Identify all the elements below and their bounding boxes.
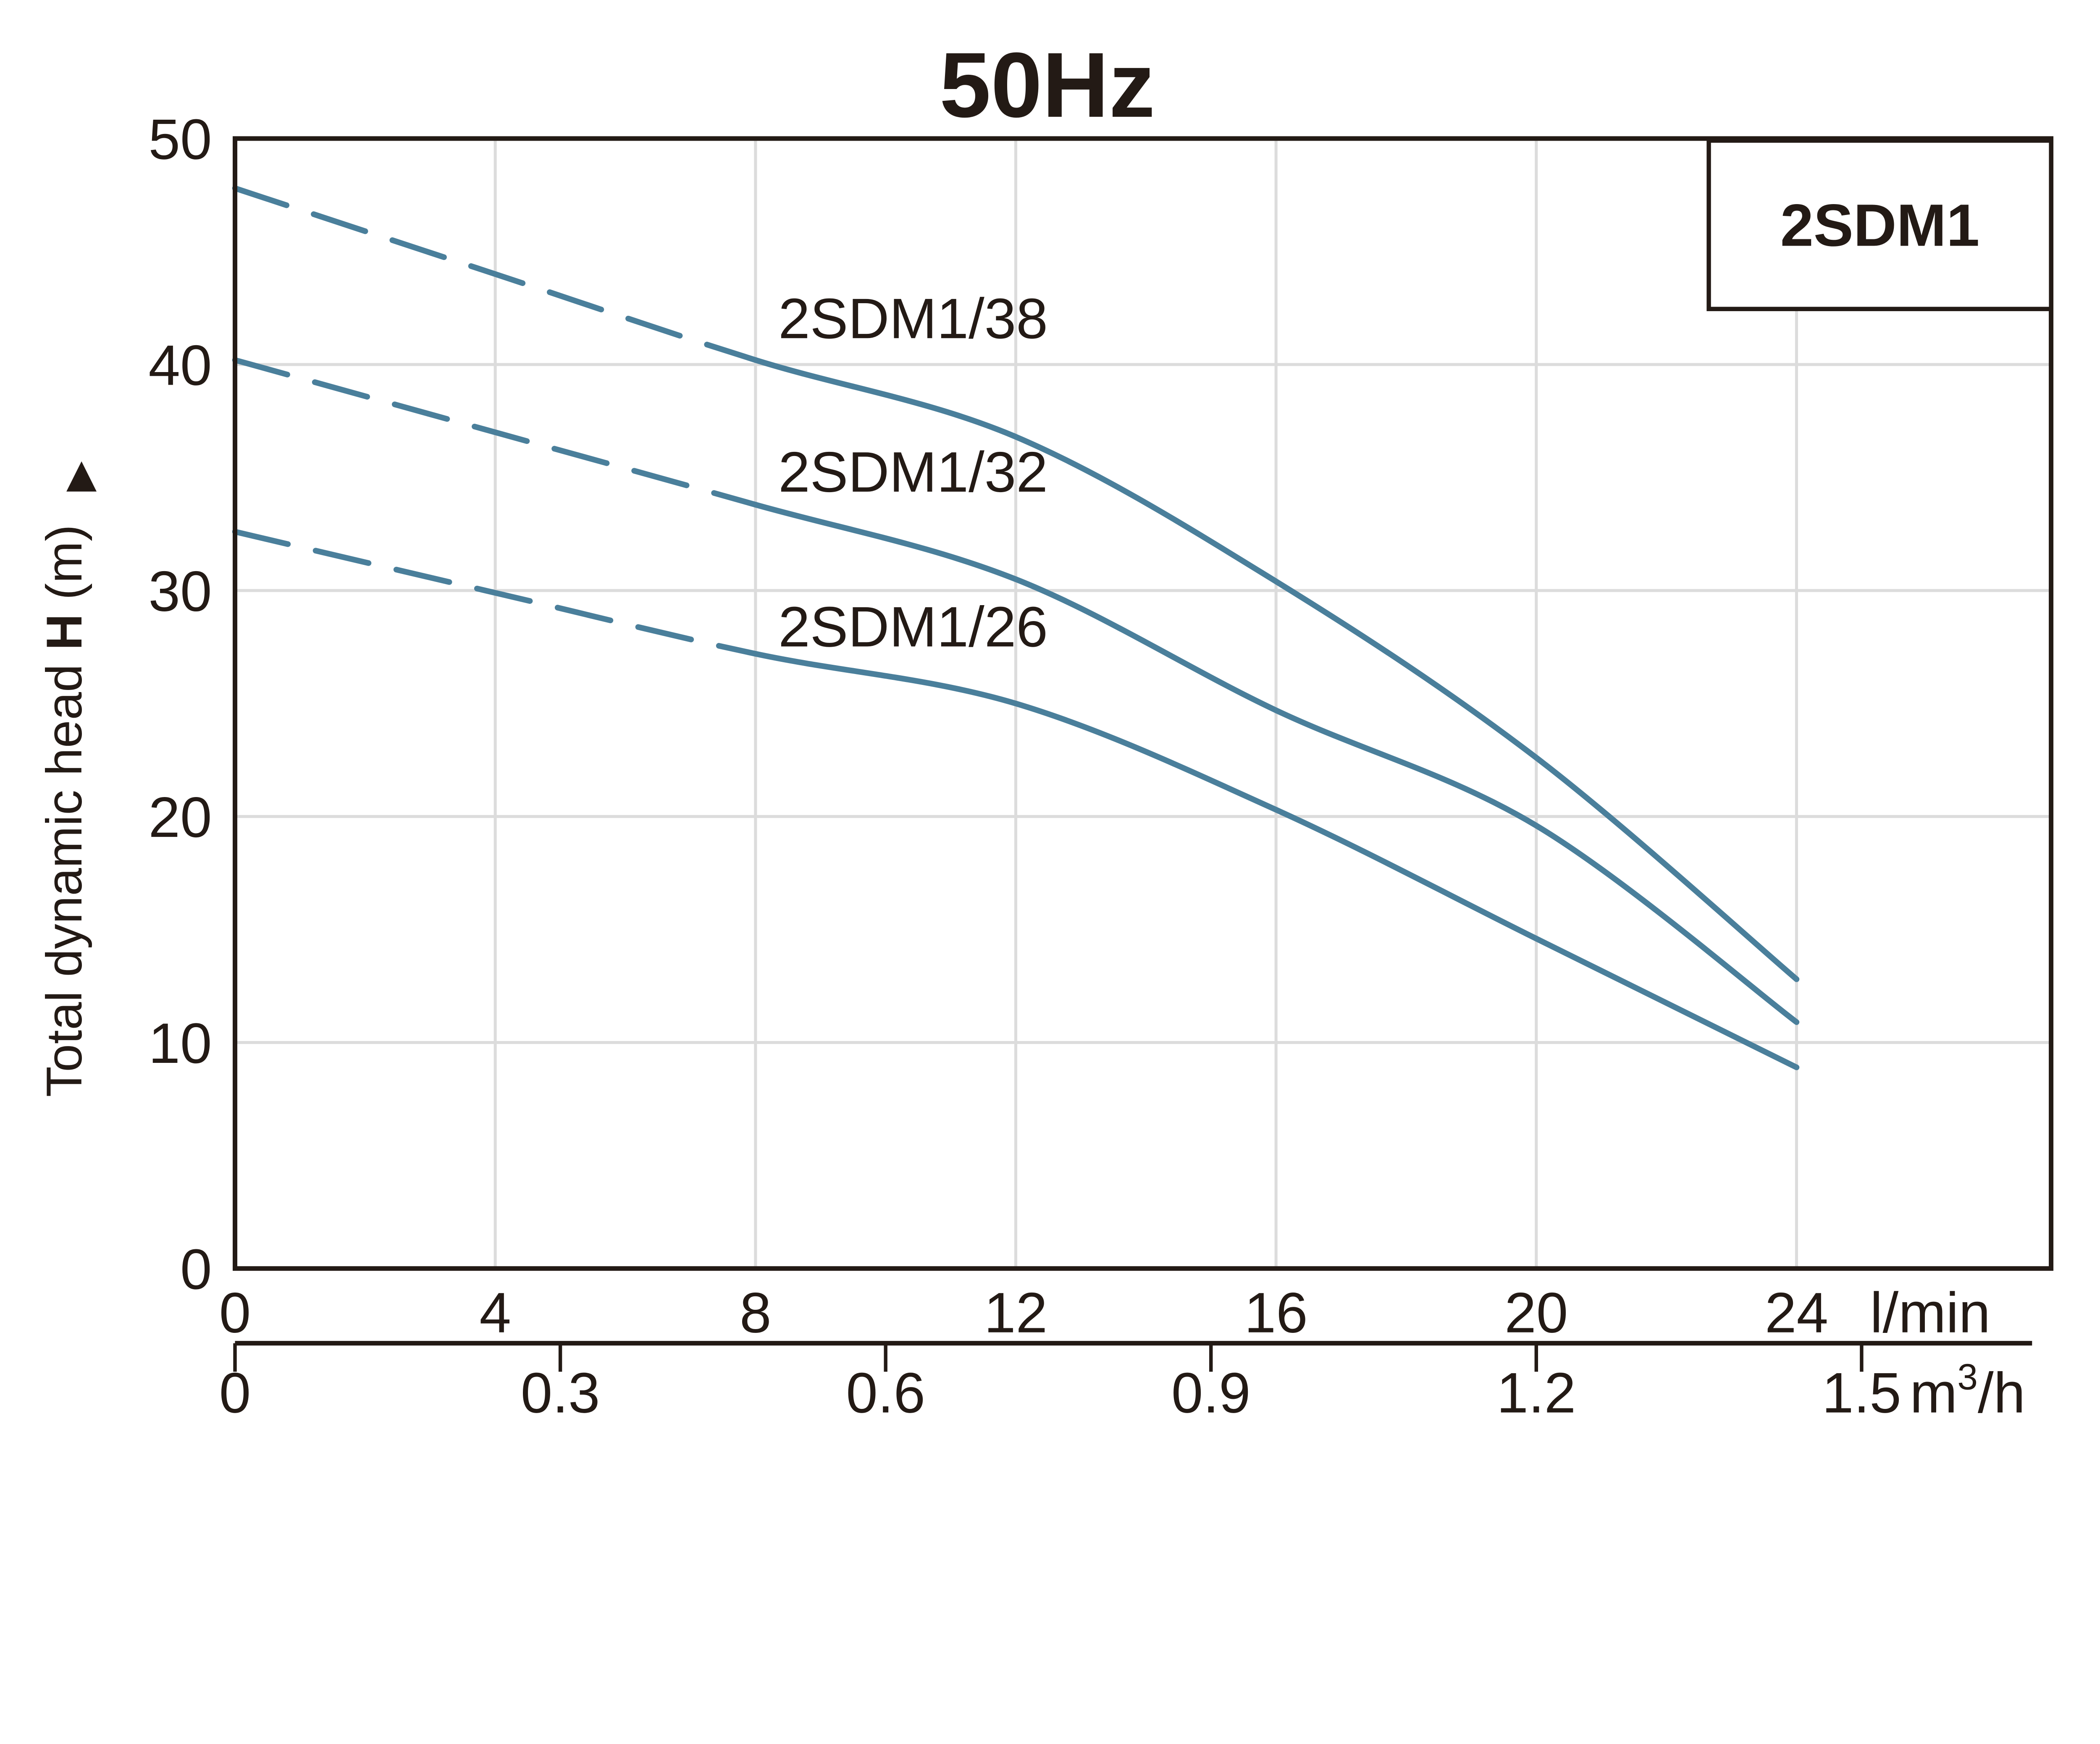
y-tick-label: 30 xyxy=(148,559,212,623)
y-tick-label: 10 xyxy=(148,1011,212,1075)
legend: 2SDM1 xyxy=(1706,138,2053,311)
curve-2sdm1-32-dashed xyxy=(232,357,759,508)
x-m3h-tick-label: 0.6 xyxy=(846,1361,925,1425)
curve-2sdm1-38-dashed xyxy=(232,185,759,363)
y-tick-label: 20 xyxy=(148,785,212,849)
x-lmin-tick-label: 16 xyxy=(1244,1281,1308,1345)
y-axis-title-prefix: Total dynamic head xyxy=(37,650,92,1097)
x-axis-m3h-tick-labels: 0 0.3 0.6 0.9 1.2 1.5 xyxy=(219,1361,1901,1425)
m3h-unit-rest: /h xyxy=(1978,1361,2025,1425)
y-axis-title: Total dynamic head H (m) ▲ xyxy=(37,446,107,1097)
series-label-3: 2SDM1/26 xyxy=(778,595,1048,658)
series-label-2: 2SDM1/32 xyxy=(778,440,1048,504)
x-lmin-tick-label: 12 xyxy=(984,1281,1047,1345)
y-tick-label: 50 xyxy=(148,107,212,171)
x-m3h-tick-label: 0.3 xyxy=(521,1361,600,1425)
curves xyxy=(232,185,1800,1070)
x-m3h-tick-label: 0.9 xyxy=(1171,1361,1251,1425)
gridlines xyxy=(235,138,2051,1269)
plot-frame xyxy=(233,136,2054,1271)
legend-label: 2SDM1 xyxy=(1780,192,1980,259)
y-tick-label: 40 xyxy=(148,333,212,397)
legend-box xyxy=(1706,138,2053,311)
curve-2sdm1-38-solid xyxy=(753,357,1800,982)
x-lmin-tick-label: 0 xyxy=(219,1281,251,1345)
y-axis-arrow-icon: ▲ xyxy=(56,446,107,503)
series-label-1: 2SDM1/38 xyxy=(778,286,1048,350)
x-axis-lmin-tick-labels: 0 4 8 12 16 20 24 xyxy=(219,1281,1828,1345)
x-axis-m3h xyxy=(233,1341,2032,1372)
m3h-unit-sup: 3 xyxy=(1957,1356,1978,1398)
x-lmin-tick-label: 8 xyxy=(740,1281,772,1345)
curve-2sdm1-32-solid xyxy=(753,502,1800,1025)
y-axis-tick-labels: 50 40 30 20 10 0 xyxy=(148,107,212,1301)
x-axis-m3h-unit: m3/h xyxy=(1910,1356,2025,1425)
x-m3h-tick-label: 0 xyxy=(219,1361,251,1425)
y-axis-title-emph: H xyxy=(37,614,92,650)
x-axis-lmin-unit: l/min xyxy=(1870,1281,1990,1345)
y-tick-label: 0 xyxy=(180,1237,212,1301)
svg-text:Total dynamic head H (m): Total dynamic head H (m) xyxy=(37,525,92,1097)
x-lmin-tick-label: 20 xyxy=(1504,1281,1568,1345)
curve-2sdm1-26-dashed xyxy=(232,529,759,657)
y-axis-title-suffix: (m) xyxy=(37,525,92,614)
curve-2sdm1-26-solid xyxy=(753,651,1800,1070)
chart-title: 50Hz xyxy=(940,33,1155,136)
x-m3h-tick-label: 1.5 xyxy=(1822,1361,1901,1425)
x-m3h-tick-label: 1.2 xyxy=(1496,1361,1576,1425)
series-labels: 2SDM1/38 2SDM1/32 2SDM1/26 xyxy=(778,286,1048,658)
x-lmin-tick-label: 24 xyxy=(1765,1281,1828,1345)
x-lmin-tick-label: 4 xyxy=(479,1281,511,1345)
m3h-unit-base: m xyxy=(1910,1361,1957,1425)
